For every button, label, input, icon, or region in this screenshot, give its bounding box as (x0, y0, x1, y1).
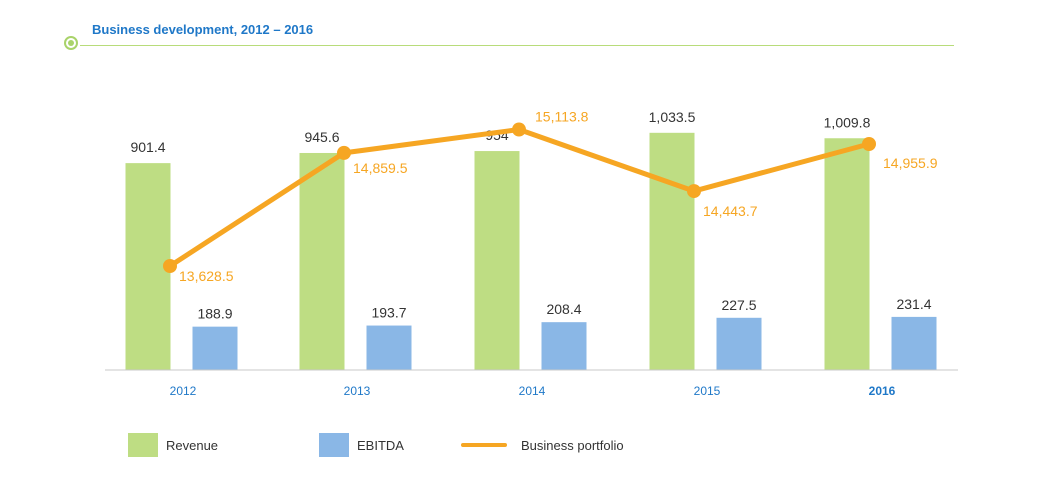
revenue-value-label: 901.4 (130, 139, 165, 155)
legend-label-portfolio: Business portfolio (521, 437, 624, 453)
ebitda-bar (891, 316, 937, 370)
ebitda-bar (366, 325, 412, 370)
revenue-value-label: 945.6 (304, 129, 339, 145)
chart-header: Business development, 2012 – 2016 (64, 18, 954, 54)
portfolio-value-label: 14,859.5 (353, 160, 408, 176)
legend: Revenue EBITDA Business portfolio (0, 432, 1040, 462)
x-tick-label: 2013 (344, 384, 371, 398)
x-tick-label: 2016 (869, 384, 896, 398)
ebitda-bar (541, 322, 587, 370)
header-bullet-icon (64, 36, 78, 50)
portfolio-value-label: 14,955.9 (883, 155, 938, 171)
portfolio-value-label: 14,443.7 (703, 203, 758, 219)
legend-label-revenue: Revenue (166, 437, 219, 453)
legend-swatch-ebitda (319, 433, 349, 457)
revenue-bar (824, 138, 870, 370)
legend-label-ebitda: EBITDA (357, 437, 404, 453)
portfolio-point (862, 137, 876, 152)
portfolio-value-label: 13,628.5 (179, 268, 234, 284)
legend-item-ebitda: EBITDA (319, 432, 404, 458)
header-divider (80, 45, 954, 46)
ebitda-bar (716, 317, 762, 370)
revenue-bar (474, 151, 520, 370)
portfolio-line-layer (163, 122, 876, 273)
legend-item-revenue: Revenue (128, 432, 218, 458)
portfolio-label-layer: 13,628.5 14,859.5 15,113.8 14,443.7 14,955.9 (179, 109, 938, 284)
portfolio-value-label: 15,113.8 (535, 109, 589, 125)
ebitda-bar (192, 326, 238, 370)
ebitda-value-label: 188.9 (197, 306, 232, 322)
x-tick-label: 2015 (694, 384, 721, 398)
revenue-value-label: 1,033.5 (649, 109, 696, 125)
revenue-bar (649, 132, 695, 370)
legend-swatch-revenue (128, 433, 158, 457)
revenue-bar (125, 163, 171, 370)
bar-label-layer: 901.4188.9945.6193.7954208.41,033.5227.5… (130, 109, 931, 322)
portfolio-point (163, 259, 177, 273)
x-tick-label: 2012 (170, 384, 197, 398)
ebitda-value-label: 193.7 (371, 305, 406, 321)
x-tick-labels: 2012 2013 2014 2015 2016 (170, 384, 896, 398)
x-tick-label: 2014 (519, 384, 546, 398)
ebitda-value-label: 231.4 (896, 296, 931, 312)
revenue-bar (299, 152, 345, 370)
chart-title: Business development, 2012 – 2016 (92, 22, 314, 37)
legend-swatch-portfolio (461, 443, 507, 447)
portfolio-point (687, 184, 701, 199)
revenue-value-label: 1,009.8 (824, 114, 871, 130)
ebitda-value-label: 208.4 (546, 301, 581, 317)
portfolio-point (337, 145, 351, 160)
bar-layer (125, 132, 937, 370)
ebitda-value-label: 227.5 (721, 297, 756, 313)
legend-item-portfolio: Business portfolio (461, 432, 624, 458)
portfolio-point (512, 122, 526, 137)
